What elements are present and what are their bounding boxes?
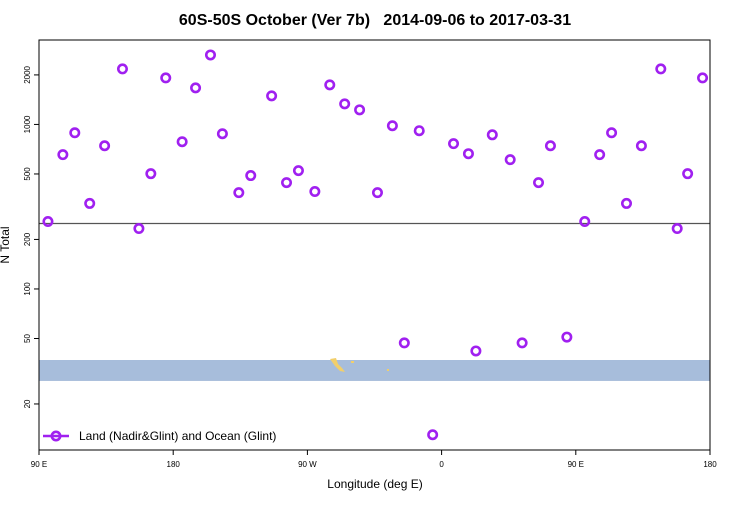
x-axis-label: Longitude (deg E) [327, 477, 422, 491]
point [504, 154, 516, 166]
point [427, 429, 439, 441]
y-tick-label: 50 [23, 333, 32, 342]
point [671, 223, 683, 235]
point [84, 197, 96, 209]
point [309, 186, 321, 198]
x-tick-label: 90 E [568, 460, 584, 469]
x-tick-label: 0 [439, 460, 444, 469]
land-blob [330, 358, 345, 372]
point [324, 79, 336, 91]
x-tick-label: 90 W [298, 460, 317, 469]
y-tick-label: 200 [23, 232, 32, 246]
y-tick-label: 100 [23, 282, 32, 296]
point [544, 140, 556, 152]
y-tick-label: 1000 [23, 115, 32, 133]
point [579, 216, 591, 228]
point [57, 149, 69, 161]
chart-title: 60S-50S October (Ver 7b) 2014-09-06 to 2… [179, 12, 571, 29]
point [42, 216, 54, 228]
point [133, 223, 145, 235]
point [190, 82, 202, 94]
point [635, 140, 647, 152]
point [371, 187, 383, 199]
point [216, 128, 228, 140]
point [266, 90, 278, 102]
point [99, 140, 111, 152]
point [486, 129, 498, 141]
point [398, 337, 410, 349]
land-blob [387, 369, 389, 371]
legend-label: Land (Nadir&Glint) and Ocean (Glint) [79, 429, 276, 443]
plot-frame [38, 39, 711, 451]
point [292, 165, 304, 177]
x-tick-label: 90 E [31, 460, 47, 469]
point [655, 63, 667, 75]
point [413, 125, 425, 137]
legend-marker [50, 430, 62, 442]
point [697, 72, 709, 84]
point [386, 120, 398, 132]
point [145, 168, 157, 180]
point [117, 63, 129, 75]
point [470, 345, 482, 357]
point [516, 337, 528, 349]
y-tick-label: 20 [23, 399, 32, 408]
point [462, 148, 474, 160]
point [354, 104, 366, 116]
point [561, 331, 573, 343]
point [682, 168, 694, 180]
x-tick-label: 180 [703, 460, 717, 469]
point [69, 127, 81, 139]
y-tick-label: 2000 [23, 65, 32, 83]
point [594, 149, 606, 161]
point [281, 177, 293, 189]
land-shapes [330, 358, 389, 372]
point [620, 197, 632, 209]
x-tick-label: 180 [167, 460, 181, 469]
point [204, 49, 216, 61]
band [39, 360, 710, 381]
point [233, 187, 245, 199]
point [606, 127, 618, 139]
point [176, 136, 188, 148]
land-blob [351, 361, 354, 363]
y-axis-label: N Total [0, 226, 12, 263]
point [448, 138, 460, 150]
point [160, 72, 172, 84]
y-tick-label: 500 [23, 167, 32, 181]
plot-area [39, 49, 710, 441]
point [533, 177, 545, 189]
point [245, 170, 257, 182]
point [339, 98, 351, 110]
